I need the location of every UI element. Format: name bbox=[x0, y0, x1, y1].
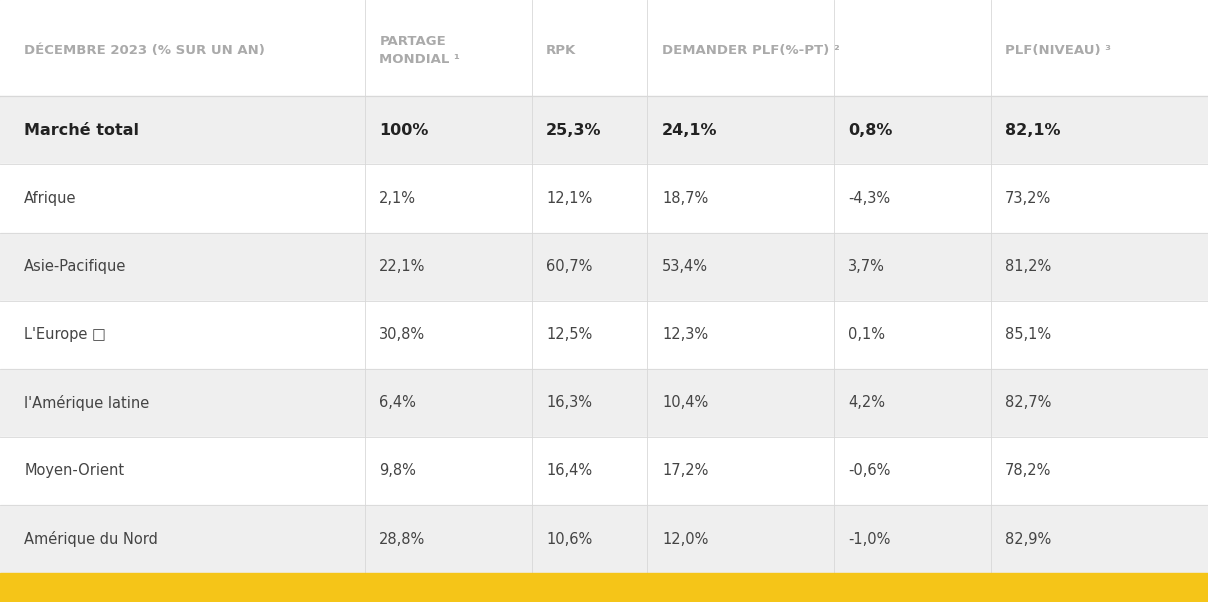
Text: 82,7%: 82,7% bbox=[1005, 396, 1051, 411]
Text: 100%: 100% bbox=[379, 123, 429, 138]
Text: 6,4%: 6,4% bbox=[379, 396, 417, 411]
Text: l'Amérique latine: l'Amérique latine bbox=[24, 395, 150, 411]
Text: PARTAGE
MONDIAL ¹: PARTAGE MONDIAL ¹ bbox=[379, 34, 460, 66]
Text: 73,2%: 73,2% bbox=[1005, 191, 1051, 206]
Text: 10,6%: 10,6% bbox=[546, 532, 592, 547]
Bar bbox=[0, 96, 1208, 164]
Text: Afrique: Afrique bbox=[24, 191, 76, 206]
Text: L'Europe □: L'Europe □ bbox=[24, 327, 106, 342]
Text: 2,1%: 2,1% bbox=[379, 191, 417, 206]
Text: 12,1%: 12,1% bbox=[546, 191, 592, 206]
Text: Asie-Pacifique: Asie-Pacifique bbox=[24, 259, 127, 274]
Bar bbox=[0, 369, 1208, 437]
Bar bbox=[0, 0, 1208, 96]
Text: -4,3%: -4,3% bbox=[848, 191, 890, 206]
Bar bbox=[0, 573, 1208, 602]
Text: 12,0%: 12,0% bbox=[662, 532, 708, 547]
Text: 53,4%: 53,4% bbox=[662, 259, 708, 274]
Text: 82,9%: 82,9% bbox=[1005, 532, 1051, 547]
Text: 16,3%: 16,3% bbox=[546, 396, 592, 411]
Text: 12,5%: 12,5% bbox=[546, 327, 592, 342]
Text: 60,7%: 60,7% bbox=[546, 259, 592, 274]
Text: DÉCEMBRE 2023 (% SUR UN AN): DÉCEMBRE 2023 (% SUR UN AN) bbox=[24, 43, 265, 57]
Text: 22,1%: 22,1% bbox=[379, 259, 425, 274]
Text: 0,8%: 0,8% bbox=[848, 123, 893, 138]
Text: 81,2%: 81,2% bbox=[1005, 259, 1051, 274]
Text: RPK: RPK bbox=[546, 43, 576, 57]
Text: 24,1%: 24,1% bbox=[662, 123, 718, 138]
Text: 12,3%: 12,3% bbox=[662, 327, 708, 342]
Text: 3,7%: 3,7% bbox=[848, 259, 885, 274]
Text: 0,1%: 0,1% bbox=[848, 327, 885, 342]
Text: -1,0%: -1,0% bbox=[848, 532, 890, 547]
Text: 10,4%: 10,4% bbox=[662, 396, 708, 411]
Text: -0,6%: -0,6% bbox=[848, 464, 890, 479]
Text: 82,1%: 82,1% bbox=[1005, 123, 1061, 138]
Text: PLF(NIVEAU) ³: PLF(NIVEAU) ³ bbox=[1005, 43, 1111, 57]
Text: DEMANDER PLF(%-PT) ²: DEMANDER PLF(%-PT) ² bbox=[662, 43, 840, 57]
Bar bbox=[0, 437, 1208, 505]
Text: Moyen-Orient: Moyen-Orient bbox=[24, 464, 124, 479]
Bar bbox=[0, 300, 1208, 369]
Text: Amérique du Nord: Amérique du Nord bbox=[24, 531, 158, 547]
Text: 18,7%: 18,7% bbox=[662, 191, 708, 206]
Text: 85,1%: 85,1% bbox=[1005, 327, 1051, 342]
Text: 78,2%: 78,2% bbox=[1005, 464, 1051, 479]
Text: 30,8%: 30,8% bbox=[379, 327, 425, 342]
Text: 28,8%: 28,8% bbox=[379, 532, 425, 547]
Bar bbox=[0, 232, 1208, 300]
Text: 17,2%: 17,2% bbox=[662, 464, 708, 479]
Bar bbox=[0, 164, 1208, 232]
Bar bbox=[0, 505, 1208, 573]
Text: 25,3%: 25,3% bbox=[546, 123, 602, 138]
Text: Marché total: Marché total bbox=[24, 123, 139, 138]
Text: 16,4%: 16,4% bbox=[546, 464, 592, 479]
Text: 9,8%: 9,8% bbox=[379, 464, 417, 479]
Text: 4,2%: 4,2% bbox=[848, 396, 885, 411]
